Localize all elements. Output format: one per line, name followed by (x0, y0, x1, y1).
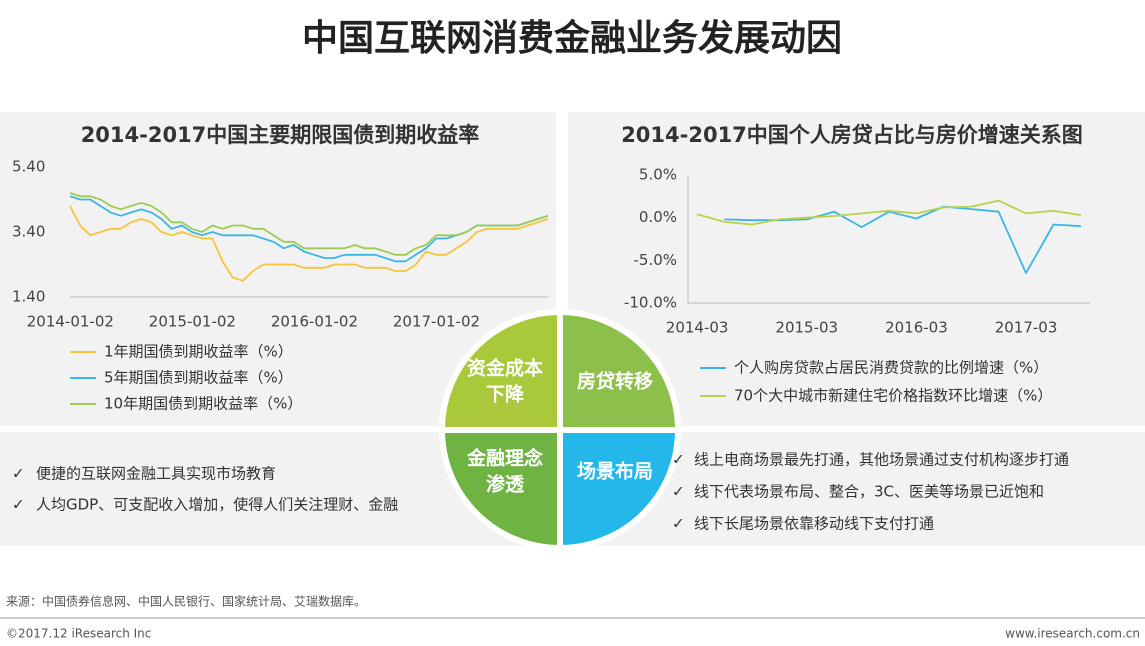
check-mark: ✓ (672, 515, 685, 533)
bullet-text: 线下代表场景布局、整合，3C、医美等场景已近饱和 (694, 483, 1044, 501)
quadrant-label: 资金成本 (467, 357, 543, 380)
circle-quadrant (438, 427, 563, 552)
x-tick-label: 2015-01-02 (149, 313, 236, 331)
quadrant-label: 下降 (486, 383, 525, 406)
quadrant-label: 渗透 (486, 473, 525, 496)
legend-label: 70个大中城市新建住宅价格指数环比增速（%） (734, 387, 1052, 405)
circle-quadrant (557, 427, 682, 552)
series-line (69, 205, 549, 282)
bullet-text: 人均GDP、可支配收入增加，使得人们关注理财、金融 (36, 496, 398, 514)
x-tick-label: 2016-03 (885, 319, 948, 337)
legend-label: 10年期国债到期收益率（%） (104, 395, 302, 413)
chart-title: 2014-2017中国主要期限国债到期收益率 (81, 123, 480, 147)
legend-label: 5年期国债到期收益率（%） (104, 369, 293, 387)
x-tick-label: 2017-01-02 (393, 313, 480, 331)
copyright: ©2017.12 iResearch Inc (6, 627, 151, 641)
bullet-text: 便捷的互联网金融工具实现市场教育 (36, 465, 276, 483)
circle-quadrant (557, 308, 682, 433)
y-tick-label: 3.40 (12, 223, 45, 241)
check-mark: ✓ (12, 465, 25, 483)
x-tick-label: 2014-03 (666, 319, 729, 337)
x-tick-label: 2016-01-02 (271, 313, 358, 331)
y-tick-label: 5.0% (639, 166, 677, 184)
y-tick-label: -5.0% (633, 251, 677, 269)
bullet-text: 线上电商场景最先打通，其他场景通过支付机构逐步打通 (694, 451, 1069, 469)
series-line (696, 199, 1082, 226)
quadrant-label: 金融理念 (466, 447, 543, 470)
check-mark: ✓ (672, 451, 685, 469)
x-tick-label: 2017-03 (995, 319, 1058, 337)
source: 来源：中国债券信息网、中国人民银行、国家统计局、艾瑞数据库。 (6, 594, 366, 609)
legend-label: 1年期国债到期收益率（%） (104, 343, 293, 361)
quadrant-label: 场景布局 (577, 460, 653, 483)
series-line (69, 192, 549, 256)
y-tick-label: 0.0% (639, 208, 677, 226)
y-tick-label: -10.0% (624, 294, 677, 312)
bullet-text: 线下长尾场景依靠移动线下支付打通 (694, 515, 934, 533)
check-mark: ✓ (672, 483, 685, 501)
circle-quadrant (438, 308, 563, 433)
website: www.iresearch.com.cn (1005, 627, 1140, 641)
x-tick-label: 2014-01-02 (27, 313, 114, 331)
y-tick-label: 5.40 (12, 158, 45, 176)
series-line (724, 205, 1081, 274)
chart-title: 2014-2017中国个人房贷占比与房价增速关系图 (621, 123, 1083, 147)
y-tick-label: 1.40 (12, 288, 45, 306)
x-tick-label: 2015-03 (775, 319, 838, 337)
quadrant-label: 房贷转移 (577, 370, 653, 393)
legend-label: 个人购房贷款占居民消费贷款的比例增速（%） (734, 359, 1048, 377)
check-mark: ✓ (12, 496, 25, 514)
page-title: 中国互联网消费金融业务发展动因 (302, 17, 842, 59)
